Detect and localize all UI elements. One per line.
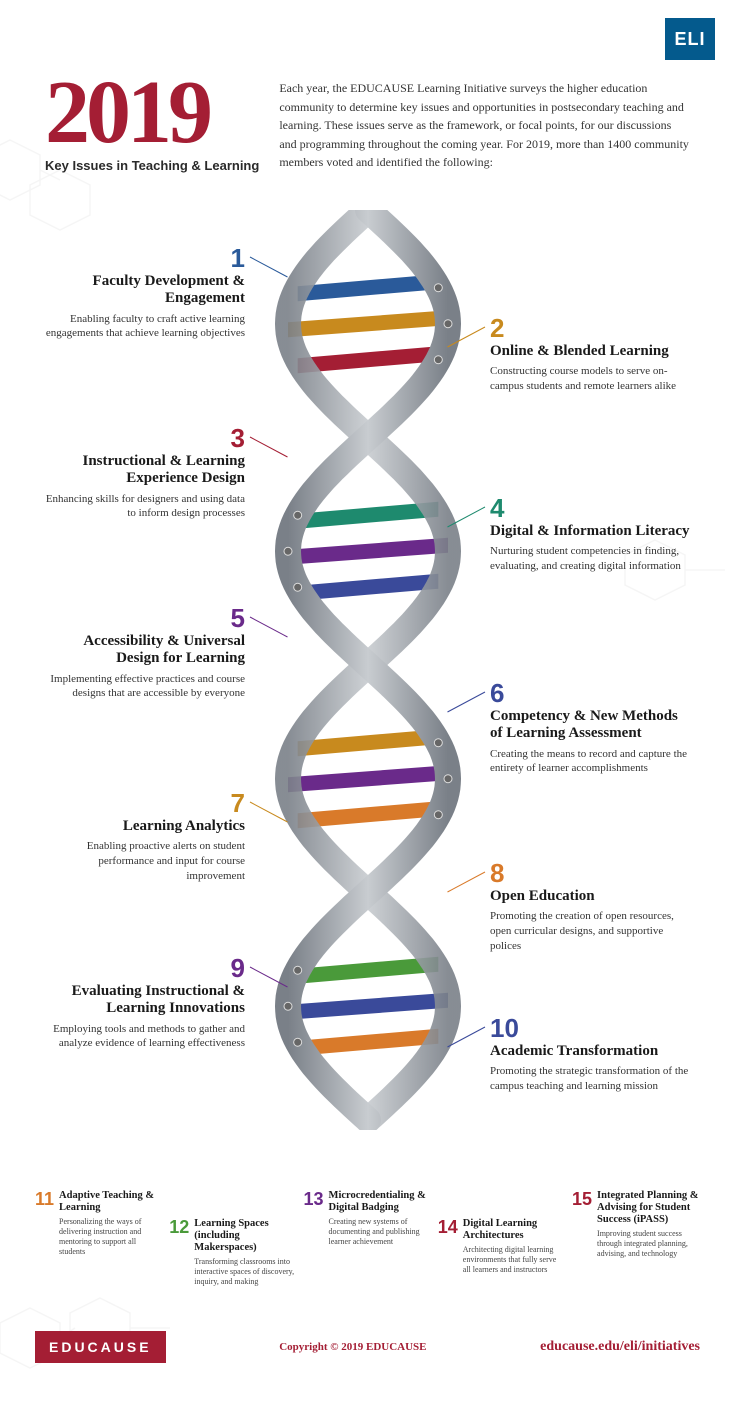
header: 2019 Key Issues in Teaching & Learning E… [45, 75, 690, 173]
issue-item-10: 10 Academic Transformation Promoting the s… [490, 1015, 690, 1094]
item-title: Open Education [490, 888, 690, 905]
eli-badge: ELI [665, 18, 715, 60]
issue-item-6: 6Competency & New Methods of Learning As… [490, 680, 690, 776]
item-title: Digital Learning Architectures [463, 1218, 566, 1242]
item-desc: Transforming classrooms into interactive… [194, 1257, 297, 1287]
item-desc: Improving student success through integr… [597, 1229, 700, 1259]
item-number: 2 [490, 315, 690, 341]
intro-text: Each year, the EDUCAUSE Learning Initiat… [279, 75, 690, 173]
item-title: Adaptive Teaching & Learning [59, 1190, 163, 1214]
item-title: Accessibility & Universal Design for Lea… [45, 633, 245, 668]
issue-item-9: 9Evaluating Instructional & Learning Inn… [45, 955, 245, 1051]
item-number: 12 [169, 1218, 189, 1287]
item-number: 13 [304, 1190, 324, 1287]
issue-item-5: 5Accessibility & Universal Design for Le… [45, 605, 245, 701]
item-number: 1 [45, 245, 245, 271]
issue-item-1: 1Faculty Development & Engagement Enablin… [45, 245, 245, 341]
item-number: 8 [490, 860, 690, 886]
educause-logo: EDUCAUSE [35, 1331, 166, 1363]
item-number: 11 [35, 1190, 54, 1287]
item-desc: Architecting digital learning environmen… [463, 1245, 566, 1275]
item-title: Online & Blended Learning [490, 343, 690, 360]
item-number: 15 [572, 1190, 592, 1287]
item-desc: Creating new systems of documenting and … [329, 1217, 432, 1247]
item-number: 6 [490, 680, 690, 706]
item-number: 14 [438, 1218, 458, 1287]
item-desc: Constructing course models to serve on-c… [490, 364, 690, 394]
item-title: Digital & Information Literacy [490, 523, 690, 540]
item-desc: Personalizing the ways of delivering ins… [59, 1217, 163, 1257]
item-title: Instructional & Learning Experience Desi… [45, 453, 245, 488]
issue-item-3: 3Instructional & Learning Experience Des… [45, 425, 245, 521]
item-number: 3 [45, 425, 245, 451]
item-number: 5 [45, 605, 245, 631]
item-title: Evaluating Instructional & Learning Inno… [45, 983, 245, 1018]
item-desc: Creating the means to record and capture… [490, 747, 690, 777]
item-desc: Promoting the strategic transformation o… [490, 1064, 690, 1094]
footer: EDUCAUSE Copyright © 2019 EDUCAUSE educa… [35, 1331, 700, 1363]
bottom-items-row: 11Adaptive Teaching & Learning Personaliz… [35, 1190, 700, 1287]
item-number: 10 [490, 1015, 690, 1041]
item-desc: Implementing effective practices and cou… [45, 672, 245, 702]
item-number: 7 [45, 790, 245, 816]
item-number: 4 [490, 495, 690, 521]
item-title: Learning Analytics [45, 818, 245, 835]
item-number: 9 [45, 955, 245, 981]
subtitle: Key Issues in Teaching & Learning [45, 158, 259, 173]
item-title: Competency & New Methods of Learning Ass… [490, 708, 690, 743]
footer-url: educause.edu/eli/initiatives [540, 1339, 700, 1355]
helix-svg [248, 210, 488, 1130]
item-title: Microcredentialing & Digital Badging [329, 1190, 432, 1214]
issue-item-14: 14Digital Learning Architectures Architec… [438, 1218, 566, 1287]
item-desc: Enabling proactive alerts on student per… [45, 839, 245, 884]
issue-item-12: 12Learning Spaces (including Makerspaces… [169, 1218, 297, 1287]
copyright: Copyright © 2019 EDUCAUSE [279, 1341, 426, 1353]
issue-item-11: 11Adaptive Teaching & Learning Personaliz… [35, 1190, 163, 1287]
item-title: Integrated Planning & Advising for Stude… [597, 1190, 700, 1226]
dna-helix-diagram: 1Faculty Development & Engagement Enablin… [0, 210, 735, 1130]
issue-item-8: 8 Open Education Promoting the creation of… [490, 860, 690, 954]
item-title: Academic Transformation [490, 1043, 690, 1060]
issue-item-4: 4 Digital & Information Literacy Nurturing… [490, 495, 690, 574]
item-title: Learning Spaces (including Makerspaces) [194, 1218, 297, 1254]
item-desc: Enhancing skills for designers and using… [45, 492, 245, 522]
item-title: Faculty Development & Engagement [45, 273, 245, 308]
item-desc: Enabling faculty to craft active learnin… [45, 312, 245, 342]
issue-item-13: 13Microcredentialing & Digital Badging Cr… [304, 1190, 432, 1287]
item-desc: Nurturing student competencies in findin… [490, 544, 690, 574]
issue-item-2: 2 Online & Blended Learning Constructing c… [490, 315, 690, 394]
issue-item-15: 15Integrated Planning & Advising for Stu… [572, 1190, 700, 1287]
item-desc: Promoting the creation of open resources… [490, 909, 690, 954]
year-title: 2019 [45, 75, 259, 152]
issue-item-7: 7 Learning Analytics Enabling proactive al… [45, 790, 245, 884]
item-desc: Employing tools and methods to gather an… [45, 1022, 245, 1052]
